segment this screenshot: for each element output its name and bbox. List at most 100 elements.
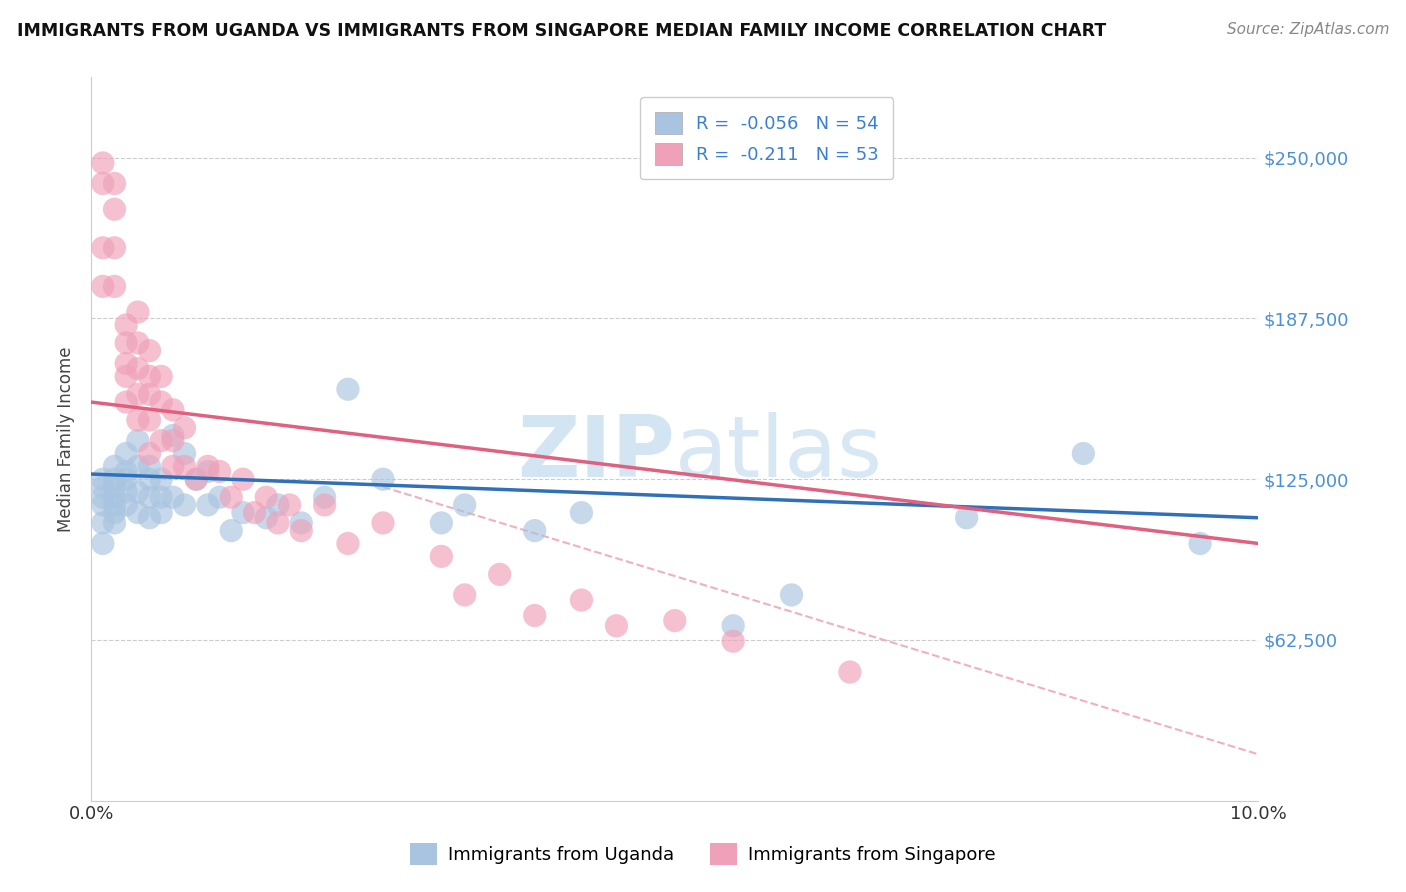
Point xyxy=(138,510,160,524)
Point xyxy=(138,446,160,460)
Point xyxy=(91,241,114,255)
Point xyxy=(91,156,114,170)
Point xyxy=(208,465,231,479)
Point xyxy=(115,485,138,500)
Point xyxy=(336,536,359,550)
Point xyxy=(186,472,208,486)
Point xyxy=(523,608,546,623)
Point xyxy=(1073,446,1095,460)
Point xyxy=(103,177,125,191)
Point xyxy=(454,498,477,512)
Point xyxy=(208,490,231,504)
Point xyxy=(721,619,744,633)
Point xyxy=(91,279,114,293)
Point xyxy=(103,490,125,504)
Point xyxy=(138,369,160,384)
Point xyxy=(780,588,803,602)
Point xyxy=(127,506,149,520)
Point xyxy=(254,490,277,504)
Point xyxy=(91,490,114,504)
Point xyxy=(430,549,453,564)
Point xyxy=(523,524,546,538)
Point xyxy=(127,459,149,474)
Point xyxy=(127,434,149,448)
Point xyxy=(103,241,125,255)
Point xyxy=(127,485,149,500)
Point xyxy=(91,480,114,494)
Point xyxy=(115,465,138,479)
Point xyxy=(162,459,184,474)
Legend: Immigrants from Uganda, Immigrants from Singapore: Immigrants from Uganda, Immigrants from … xyxy=(404,836,1002,872)
Point xyxy=(103,480,125,494)
Point xyxy=(162,428,184,442)
Point xyxy=(150,395,173,409)
Point xyxy=(186,472,208,486)
Point xyxy=(232,472,254,486)
Point xyxy=(103,472,125,486)
Point xyxy=(173,421,195,435)
Point xyxy=(173,446,195,460)
Point xyxy=(197,465,219,479)
Point xyxy=(267,516,290,530)
Point xyxy=(115,395,138,409)
Point xyxy=(371,472,394,486)
Point xyxy=(103,202,125,217)
Point xyxy=(138,472,160,486)
Point xyxy=(314,498,336,512)
Point xyxy=(197,459,219,474)
Point xyxy=(91,177,114,191)
Point xyxy=(605,619,627,633)
Point xyxy=(1189,536,1212,550)
Point xyxy=(371,516,394,530)
Point xyxy=(150,369,173,384)
Point xyxy=(956,510,979,524)
Point xyxy=(232,506,254,520)
Point xyxy=(103,516,125,530)
Point xyxy=(115,318,138,332)
Point xyxy=(664,614,686,628)
Point xyxy=(127,387,149,401)
Point xyxy=(127,335,149,350)
Point xyxy=(838,665,860,679)
Text: atlas: atlas xyxy=(675,412,883,495)
Point xyxy=(127,305,149,319)
Legend: R =  -0.056   N = 54, R =  -0.211   N = 53: R = -0.056 N = 54, R = -0.211 N = 53 xyxy=(640,97,893,179)
Point xyxy=(219,524,242,538)
Point xyxy=(290,516,312,530)
Point xyxy=(115,472,138,486)
Point xyxy=(91,516,114,530)
Point xyxy=(150,490,173,504)
Point xyxy=(150,434,173,448)
Point xyxy=(314,490,336,504)
Point xyxy=(115,498,138,512)
Point xyxy=(103,506,125,520)
Point xyxy=(219,490,242,504)
Point xyxy=(127,361,149,376)
Point xyxy=(150,472,173,486)
Point xyxy=(571,506,593,520)
Point xyxy=(150,506,173,520)
Point xyxy=(173,498,195,512)
Point xyxy=(138,490,160,504)
Point xyxy=(115,369,138,384)
Point xyxy=(454,588,477,602)
Point xyxy=(336,382,359,396)
Point xyxy=(162,434,184,448)
Point xyxy=(138,387,160,401)
Point xyxy=(91,472,114,486)
Point xyxy=(91,536,114,550)
Point xyxy=(138,343,160,358)
Point xyxy=(138,413,160,427)
Point xyxy=(138,459,160,474)
Text: ZIP: ZIP xyxy=(517,412,675,495)
Point xyxy=(115,446,138,460)
Point xyxy=(173,459,195,474)
Point xyxy=(243,506,266,520)
Point xyxy=(488,567,510,582)
Y-axis label: Median Family Income: Median Family Income xyxy=(58,346,75,532)
Point xyxy=(103,279,125,293)
Point xyxy=(103,459,125,474)
Point xyxy=(721,634,744,648)
Point xyxy=(278,498,301,512)
Point xyxy=(91,498,114,512)
